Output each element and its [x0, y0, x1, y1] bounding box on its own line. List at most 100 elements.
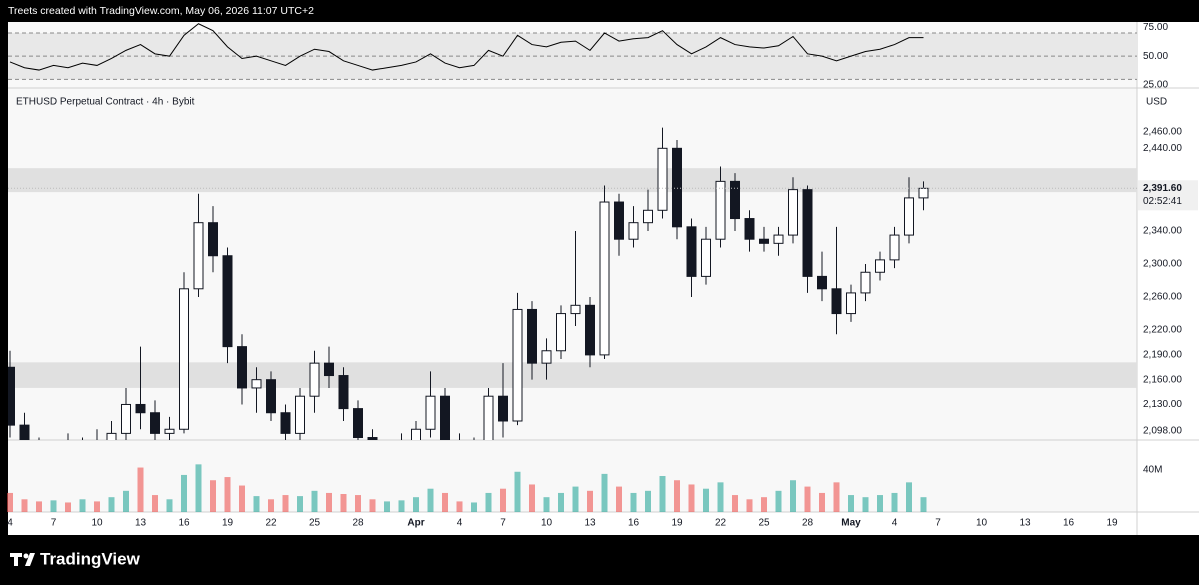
- volume-bar: [253, 496, 260, 512]
- legend: ETHUSD Perpetual Contract · 4h · Bybit: [16, 97, 195, 108]
- x-tick-label: 28: [802, 518, 814, 529]
- candle-body: [19, 424, 30, 440]
- x-tick-label: May: [841, 518, 861, 529]
- x-tick-label: 13: [584, 518, 596, 529]
- zone: [8, 362, 1137, 388]
- volume-bar: [384, 501, 390, 512]
- x-tick-label: 25: [758, 518, 770, 529]
- volume-bar: [659, 476, 666, 512]
- volume-bar: [558, 492, 564, 512]
- candle-body: [889, 234, 900, 261]
- candle-body: [179, 288, 189, 430]
- volume-bar: [688, 484, 695, 512]
- candle-body: [121, 403, 131, 434]
- volume-bar: [94, 501, 100, 512]
- candle-body: [672, 147, 682, 228]
- x-tick-label: Apr: [407, 518, 424, 529]
- volume-bar: [616, 486, 622, 512]
- volume-bar: [862, 497, 869, 512]
- x-tick-label: 22: [715, 518, 727, 529]
- candle-body: [266, 379, 276, 414]
- x-tick-label: 10: [541, 518, 553, 529]
- volume-bar: [877, 495, 883, 512]
- volume-bar: [210, 480, 216, 512]
- volume-bar: [775, 490, 782, 512]
- price-tick-label: 2,130.00: [1143, 399, 1182, 410]
- x-tick-label: 16: [1063, 518, 1075, 529]
- volume-bar: [471, 502, 477, 512]
- volume-bar: [340, 494, 347, 512]
- candle-body: [425, 395, 436, 430]
- volume-bar: [108, 497, 115, 512]
- candle-body: [208, 222, 218, 257]
- volume-bar: [7, 492, 13, 512]
- logo-part: [14, 553, 18, 566]
- candle-body: [585, 304, 595, 356]
- candle-body: [759, 238, 769, 244]
- rsi-tick-label: 25.00: [1143, 80, 1168, 91]
- price-tick-label: 2,460.00: [1143, 126, 1182, 137]
- x-tick-label: 25: [309, 518, 321, 529]
- price-tick-label: 2,098.00: [1143, 426, 1182, 437]
- volume-bar: [181, 474, 187, 512]
- volume-bar: [790, 480, 796, 512]
- candle-body: [237, 346, 247, 389]
- candle-body: [788, 189, 798, 236]
- candle-body: [817, 275, 827, 290]
- volume-bar: [587, 490, 593, 512]
- x-tick-label: 13: [135, 518, 147, 529]
- volume-bar: [282, 495, 289, 512]
- volume-bar: [239, 485, 245, 512]
- candle-body: [440, 395, 450, 440]
- x-tick-label: 13: [1019, 518, 1031, 529]
- volume-bar: [50, 500, 57, 512]
- volume-bar: [891, 492, 898, 512]
- rsi-tick-label: 75.00: [1143, 22, 1168, 33]
- volume-bar: [79, 499, 86, 512]
- candle-body: [846, 292, 856, 315]
- candle-body: [730, 180, 740, 220]
- x-tick-label: 4: [457, 518, 463, 529]
- volume-bar: [674, 480, 680, 512]
- volume-bar: [456, 501, 463, 512]
- volume-bar: [311, 490, 318, 512]
- volume-bar: [152, 495, 158, 512]
- volume-bar: [224, 477, 231, 512]
- price-tick-label: 2,220.00: [1143, 325, 1182, 336]
- volume-bar: [732, 495, 738, 512]
- x-tick-label: 19: [671, 518, 683, 529]
- zone: [8, 168, 1137, 193]
- candle-body: [251, 379, 262, 389]
- last-price-label: 2,391.60: [1143, 183, 1182, 194]
- candle-body: [483, 395, 494, 440]
- volume-bar: [630, 492, 637, 512]
- volume-bar: [398, 500, 405, 512]
- volume-bar: [543, 497, 550, 512]
- logo-part: [25, 553, 35, 566]
- x-tick-label: 10: [976, 518, 988, 529]
- candle-body: [744, 218, 755, 240]
- main-plot: [8, 127, 1137, 440]
- logo: [10, 553, 35, 566]
- volume-tick-label: 40M: [1143, 464, 1162, 475]
- x-tick-label: 7: [500, 518, 506, 529]
- candle-body: [541, 350, 552, 364]
- candle-body: [150, 412, 160, 434]
- candle-body: [367, 437, 378, 440]
- brand: TradingView: [40, 549, 141, 568]
- volume-bar: [746, 499, 753, 512]
- x-tick-label: 4: [7, 518, 13, 529]
- x-tick-label: 7: [935, 518, 941, 529]
- volume-bar: [717, 482, 724, 512]
- volume-bar: [529, 484, 535, 512]
- volume-bar: [442, 492, 448, 512]
- volume-bar: [645, 490, 651, 512]
- rsi-tick-label: 50.00: [1143, 51, 1168, 62]
- candle-body: [686, 226, 697, 277]
- volume-bar: [485, 492, 492, 512]
- candle-body: [875, 259, 885, 273]
- candle-body: [411, 428, 421, 440]
- volume-bar: [36, 501, 42, 512]
- currency: USD: [1146, 97, 1167, 108]
